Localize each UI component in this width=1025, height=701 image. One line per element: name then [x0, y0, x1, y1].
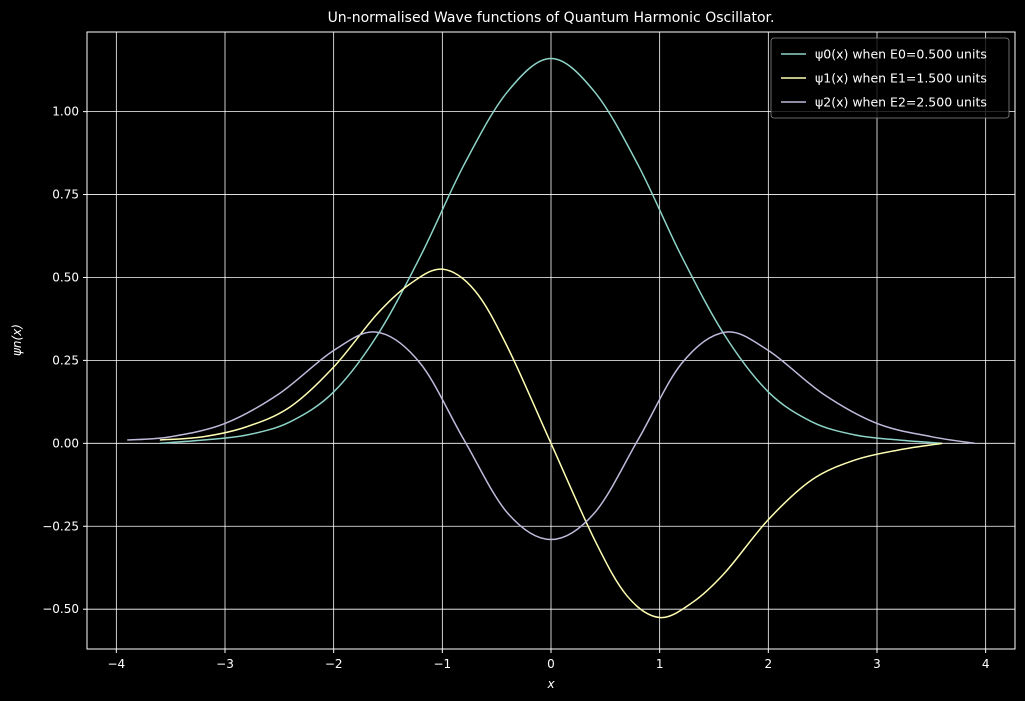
x-axis-label: x	[546, 677, 555, 691]
series-lines	[127, 57, 975, 619]
x-tick-label: 1	[656, 657, 664, 671]
chart-title: Un-normalised Wave functions of Quantum …	[328, 10, 775, 26]
x-tick-label: 3	[873, 657, 881, 671]
y-tick-label: 0.25	[52, 353, 79, 367]
y-ticks: −0.50 −0.25 0.00 0.25 0.50 0.75 1.00	[42, 105, 87, 616]
x-ticks: −4 −3 −2 −1 0 1 2 3 4	[107, 649, 989, 671]
y-tick-label: 0.00	[52, 436, 79, 450]
grid	[87, 32, 1015, 649]
legend-label: ψ1(x) when E1=1.500 units	[815, 71, 987, 86]
legend-label: ψ2(x) when E2=2.500 units	[815, 95, 987, 110]
x-tick-label: −1	[433, 657, 451, 671]
x-tick-label: −4	[107, 657, 125, 671]
series-line-psi1	[159, 268, 943, 619]
x-tick-label: 0	[547, 657, 555, 671]
legend: ψ0(x) when E0=0.500 units ψ1(x) when E1=1…	[770, 37, 1010, 119]
y-tick-label: 0.75	[52, 188, 79, 202]
series-line-psi2	[127, 331, 975, 541]
x-tick-label: 2	[765, 657, 773, 671]
y-tick-label: −0.25	[42, 519, 79, 533]
y-axis-label: ψn(x)	[10, 324, 24, 356]
y-tick-label: −0.50	[42, 602, 79, 616]
series-line-psi0	[159, 57, 943, 445]
legend-label: ψ0(x) when E0=0.500 units	[815, 47, 987, 62]
y-tick-label: 1.00	[52, 105, 79, 119]
x-tick-label: 4	[982, 657, 990, 671]
legend-box	[770, 37, 1010, 119]
x-tick-label: −2	[325, 657, 343, 671]
y-tick-label: 0.50	[52, 270, 79, 284]
x-tick-label: −3	[216, 657, 234, 671]
